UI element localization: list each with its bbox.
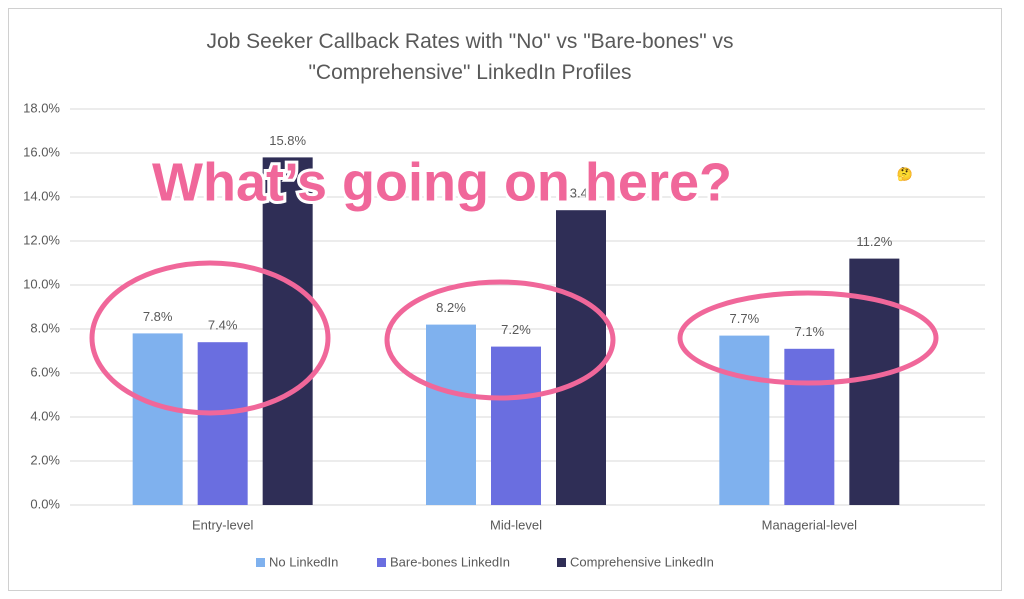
y-tick-label: 14.0% (23, 188, 60, 203)
bar (197, 342, 248, 505)
y-tick-label: 4.0% (30, 408, 60, 423)
chart-title: Job Seeker Callback Rates with "No" vs "… (206, 30, 734, 84)
bar (719, 335, 770, 505)
legend-swatch (377, 558, 386, 567)
highlight-ellipse (89, 260, 331, 416)
y-tick-label: 8.0% (30, 320, 60, 335)
highlight-ellipse (677, 290, 939, 386)
bar (426, 324, 476, 505)
emoji: 🤔 (897, 166, 913, 181)
bar (556, 210, 606, 505)
y-tick-label: 6.0% (30, 364, 60, 379)
data-label: 7.4% (208, 318, 238, 333)
bar (784, 348, 835, 505)
y-tick-label: 12.0% (23, 232, 60, 247)
x-tick-label: Entry-level (192, 517, 254, 532)
bar (132, 333, 183, 505)
x-tick-label: Mid-level (490, 517, 542, 532)
y-tick-label: 10.0% (23, 276, 60, 291)
data-label: 15.8% (269, 133, 306, 148)
data-label: 7.1% (795, 324, 825, 339)
annotation: What’s going on here? (152, 152, 732, 212)
legend-label: No LinkedIn (269, 554, 338, 569)
y-tick-label: 0.0% (30, 496, 60, 511)
legend-swatch (256, 558, 265, 567)
y-tick-label: 18.0% (23, 100, 60, 115)
chart-frame (8, 8, 1002, 591)
data-label: 7.7% (730, 311, 760, 326)
y-tick-label: 2.0% (30, 452, 60, 467)
legend-label: Comprehensive LinkedIn (570, 554, 714, 569)
highlight-ellipse (384, 279, 616, 401)
bar (262, 157, 313, 505)
legend-swatch (557, 558, 566, 567)
y-tick-label: 16.0% (23, 144, 60, 159)
data-label: 13.4% (563, 186, 600, 201)
x-tick-label: Managerial-level (762, 517, 857, 532)
data-label: 11.2% (856, 234, 892, 249)
data-label: 7.2% (501, 322, 531, 337)
legend-label: Bare-bones LinkedIn (390, 554, 510, 569)
data-label: 7.8% (143, 309, 173, 324)
data-label: 8.2% (436, 300, 466, 315)
bar (491, 346, 541, 505)
